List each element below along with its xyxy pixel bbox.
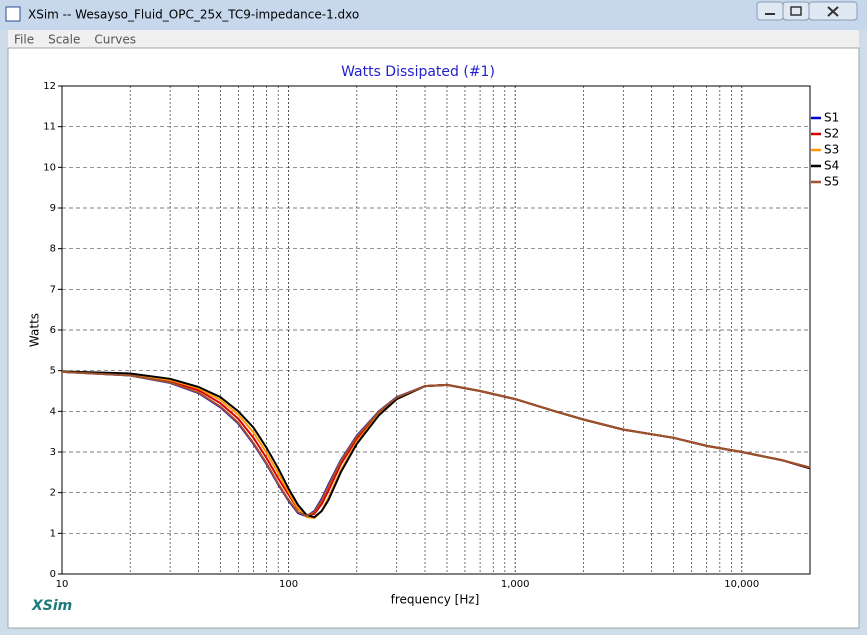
menu-item[interactable]: File bbox=[14, 33, 34, 47]
y-tick-label: 5 bbox=[50, 366, 56, 377]
y-tick-label: 1 bbox=[50, 528, 56, 539]
window-title: XSim -- Wesayso_Fluid_OPC_25x_TC9-impeda… bbox=[28, 8, 359, 22]
brand-logo: XSim bbox=[31, 598, 72, 614]
chart-title: Watts Dissipated (#1) bbox=[341, 64, 495, 80]
y-tick-label: 11 bbox=[43, 122, 56, 133]
y-tick-label: 8 bbox=[50, 244, 56, 255]
x-axis-label: frequency [Hz] bbox=[391, 593, 480, 607]
legend-label: S2 bbox=[824, 127, 839, 141]
client-area bbox=[7, 47, 860, 629]
y-tick-label: 0 bbox=[50, 569, 56, 580]
legend-label: S1 bbox=[824, 111, 839, 125]
menu-item[interactable]: Scale bbox=[48, 33, 80, 47]
y-tick-label: 2 bbox=[50, 488, 56, 499]
y-tick-label: 7 bbox=[50, 284, 56, 295]
plot-frame bbox=[61, 85, 811, 575]
title-bar bbox=[0, 0, 867, 30]
y-tick-label: 6 bbox=[50, 325, 56, 336]
legend-label: S4 bbox=[824, 159, 839, 173]
x-tick-label: 1,000 bbox=[501, 579, 530, 590]
y-tick-label: 4 bbox=[50, 406, 56, 417]
x-tick-label: 10 bbox=[56, 579, 69, 590]
y-tick-label: 3 bbox=[50, 447, 56, 458]
maximize-glyph bbox=[790, 6, 802, 16]
series-line bbox=[61, 370, 811, 517]
maximize-button[interactable] bbox=[782, 1, 810, 21]
y-tick-label: 9 bbox=[50, 203, 56, 214]
legend-label: S3 bbox=[824, 143, 839, 157]
legend-label: S5 bbox=[824, 175, 839, 189]
y-tick-label: 12 bbox=[43, 81, 56, 92]
app-icon bbox=[5, 6, 21, 22]
close-glyph bbox=[827, 6, 839, 17]
menu-bar bbox=[8, 30, 859, 48]
menu: File Scale Curves bbox=[14, 33, 136, 47]
minimize-button[interactable] bbox=[756, 1, 784, 21]
y-tick-label: 10 bbox=[43, 162, 56, 173]
plot: 10 100 1,000 10,0000123456789101112S1S2S3S4… bbox=[43, 81, 839, 590]
y-axis-label: Watts bbox=[28, 313, 42, 347]
x-tick-label: 100 bbox=[279, 579, 298, 590]
menu-item[interactable]: Curves bbox=[94, 33, 136, 47]
x-tick-label: 10,000 bbox=[724, 579, 759, 590]
